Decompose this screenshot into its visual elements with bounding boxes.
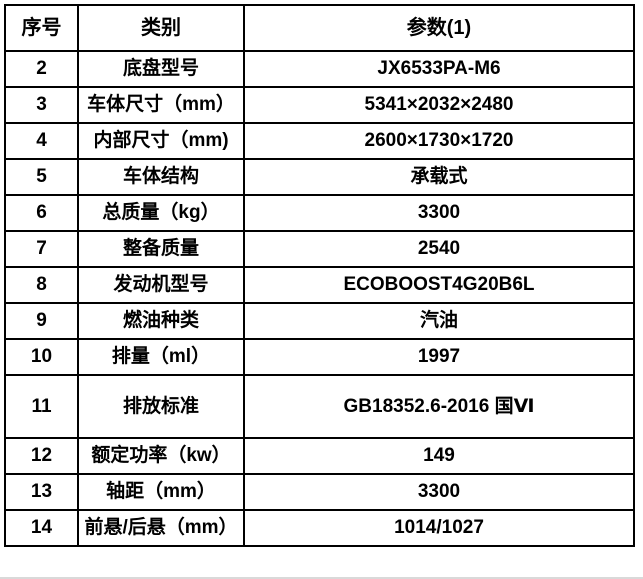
value-cell: 1997 [243,338,635,376]
row-number-cell: 13 [4,473,79,511]
value-cell: ECOBOOST4G20B6L [243,266,635,304]
category-cell: 额定功率（kw） [77,437,245,475]
value-cell: 汽油 [243,302,635,340]
table-row: 10 排量（ml） 1997 [4,338,635,376]
category-cell: 排量（ml） [77,338,245,376]
row-number-cell: 10 [4,338,79,376]
category-cell: 燃油种类 [77,302,245,340]
row-number-cell: 4 [4,122,79,160]
row-number-cell: 11 [4,374,79,439]
value-cell: 3300 [243,473,635,511]
value-cell: 2540 [243,230,635,268]
row-number-cell: 9 [4,302,79,340]
category-cell: 内部尺寸（mm) [77,122,245,160]
vehicle-spec-table: 序号 类别 参数(1) 2 底盘型号 JX6533PA-M6 3 车体尺寸（mm… [4,4,635,547]
category-cell: 车体结构 [77,158,245,196]
table-row: 3 车体尺寸（mm） 5341×2032×2480 [4,86,635,124]
value-cell: 5341×2032×2480 [243,86,635,124]
category-cell: 底盘型号 [77,50,245,88]
header-cell-serial: 序号 [4,4,79,52]
category-cell: 总质量（kg） [77,194,245,232]
table-row: 2 底盘型号 JX6533PA-M6 [4,50,635,88]
value-cell: JX6533PA-M6 [243,50,635,88]
row-number-cell: 6 [4,194,79,232]
row-number-cell: 7 [4,230,79,268]
value-cell: 3300 [243,194,635,232]
header-cell-parameter: 参数(1) [243,4,635,52]
table-row: 4 内部尺寸（mm) 2600×1730×1720 [4,122,635,160]
value-cell: GB18352.6-2016 国Ⅵ [243,374,635,439]
table-row: 7 整备质量 2540 [4,230,635,268]
category-cell: 整备质量 [77,230,245,268]
table-row: 14 前悬/后悬（mm） 1014/1027 [4,509,635,547]
value-cell: 承载式 [243,158,635,196]
category-cell: 车体尺寸（mm） [77,86,245,124]
table-row: 8 发动机型号 ECOBOOST4G20B6L [4,266,635,304]
screenshot-bottom-edge [0,577,643,579]
row-number-cell: 2 [4,50,79,88]
value-cell: 149 [243,437,635,475]
row-number-cell: 5 [4,158,79,196]
table-row: 11 排放标准 GB18352.6-2016 国Ⅵ [4,374,635,439]
spec-table-body: 2 底盘型号 JX6533PA-M6 3 车体尺寸（mm） 5341×2032×… [4,50,635,547]
row-number-cell: 14 [4,509,79,547]
table-row: 13 轴距（mm） 3300 [4,473,635,511]
table-row: 12 额定功率（kw） 149 [4,437,635,475]
table-row: 5 车体结构 承载式 [4,158,635,196]
value-cell: 2600×1730×1720 [243,122,635,160]
category-cell: 轴距（mm） [77,473,245,511]
category-cell: 前悬/后悬（mm） [77,509,245,547]
header-row: 序号 类别 参数(1) [4,4,635,52]
table-row: 6 总质量（kg） 3300 [4,194,635,232]
row-number-cell: 3 [4,86,79,124]
header-cell-category: 类别 [77,4,245,52]
table-row: 9 燃油种类 汽油 [4,302,635,340]
value-cell: 1014/1027 [243,509,635,547]
category-cell: 发动机型号 [77,266,245,304]
row-number-cell: 12 [4,437,79,475]
spec-table-header: 序号 类别 参数(1) [4,4,635,52]
row-number-cell: 8 [4,266,79,304]
category-cell: 排放标准 [77,374,245,439]
